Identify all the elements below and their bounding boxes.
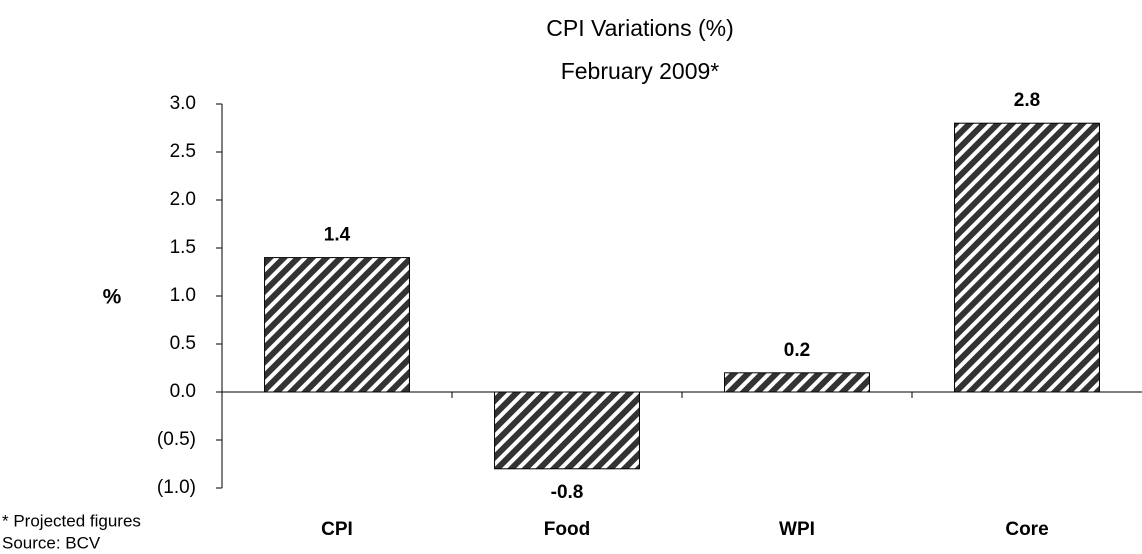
bar <box>264 257 410 393</box>
y-tick-label: (1.0) <box>157 477 196 498</box>
footnote: Source: BCV <box>2 533 101 552</box>
bar <box>954 122 1100 393</box>
y-tick-label: 3.0 <box>170 93 196 114</box>
bar <box>494 391 640 470</box>
chart-title: CPI Variations (%) <box>546 15 733 41</box>
data-label: 1.4 <box>324 225 351 246</box>
y-axis-label: % <box>103 286 122 309</box>
data-label: 0.2 <box>784 340 810 361</box>
y-tick-label: 0.5 <box>170 333 196 354</box>
y-tick-label: 2.5 <box>170 141 196 162</box>
x-tick-label: WPI <box>779 519 815 540</box>
chart-subtitle: February 2009* <box>561 58 720 84</box>
bar <box>724 372 870 393</box>
footnote: * Projected figures <box>2 511 141 530</box>
y-tick-label: 0.0 <box>170 381 196 402</box>
x-tick-label: CPI <box>321 519 353 540</box>
y-tick-label: (0.5) <box>157 429 196 450</box>
y-tick-label: 1.0 <box>170 285 196 306</box>
x-tick-label: Core <box>1005 519 1048 540</box>
y-tick-label: 1.5 <box>170 237 196 258</box>
y-tick-label: 2.0 <box>170 189 196 210</box>
x-tick-label: Food <box>544 519 590 540</box>
data-label: -0.8 <box>551 482 584 503</box>
data-label: 2.8 <box>1014 90 1040 111</box>
